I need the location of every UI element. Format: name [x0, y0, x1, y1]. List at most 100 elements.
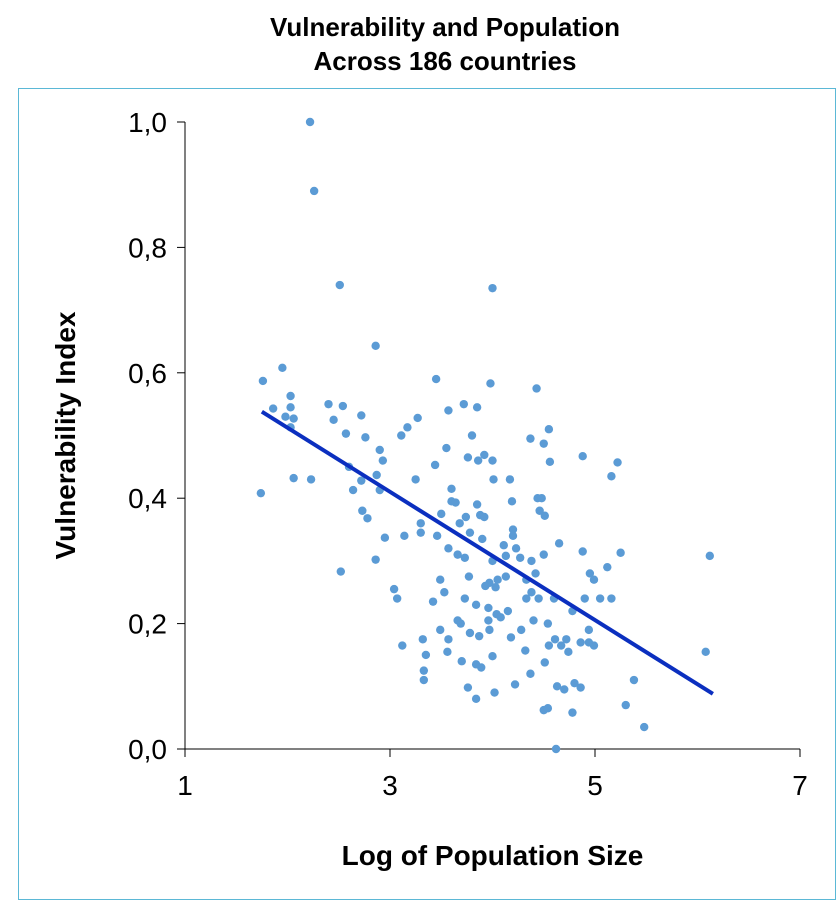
data-point	[578, 547, 587, 556]
data-point	[371, 341, 380, 351]
data-point	[511, 544, 521, 553]
data-point	[428, 597, 438, 606]
data-point	[289, 414, 298, 423]
data-point	[464, 572, 474, 581]
data-point	[371, 555, 380, 564]
data-point	[580, 594, 589, 603]
data-point	[603, 562, 612, 572]
data-point	[281, 412, 290, 421]
data-point	[491, 583, 500, 592]
data-point	[540, 658, 549, 667]
data-point	[506, 633, 516, 642]
y-tick-label: 0,2	[128, 609, 167, 640]
data-point	[418, 635, 427, 644]
data-point	[539, 550, 548, 559]
data-point	[306, 475, 316, 484]
data-point	[474, 631, 484, 641]
data-point	[539, 439, 548, 448]
data-point	[508, 525, 518, 534]
y-tick-label: 0,8	[128, 232, 167, 263]
data-point	[413, 413, 422, 423]
data-point	[484, 616, 493, 625]
data-point	[447, 484, 456, 493]
data-point	[496, 613, 505, 622]
data-point	[629, 675, 639, 685]
data-point	[503, 606, 513, 616]
data-point	[341, 429, 351, 438]
data-point	[499, 541, 508, 550]
data-point	[329, 415, 338, 425]
data-point	[480, 512, 489, 522]
data-point	[436, 625, 445, 635]
data-point	[463, 453, 473, 462]
data-point	[411, 475, 420, 484]
data-point	[584, 625, 594, 635]
data-point	[701, 647, 710, 657]
data-point	[576, 638, 585, 647]
chart-frame	[18, 88, 836, 900]
data-point	[595, 594, 605, 603]
trend-line	[260, 409, 714, 696]
data-point	[456, 619, 465, 628]
data-point	[472, 500, 482, 509]
data-point	[510, 680, 520, 689]
data-point	[517, 625, 526, 635]
data-point	[436, 575, 445, 584]
data-point	[535, 506, 544, 515]
data-point	[443, 647, 452, 657]
data-point	[455, 519, 464, 528]
chart-title-line-1: Vulnerability and Population	[269, 12, 621, 42]
data-point	[305, 117, 315, 127]
data-point	[478, 534, 487, 544]
data-point	[421, 650, 431, 660]
data-point	[440, 588, 449, 597]
data-point	[543, 619, 553, 628]
ticks: 0,0 0,2 0,4 0,6 0,8 1,0 1 3 5 7	[128, 107, 808, 801]
data-point	[621, 700, 630, 710]
data-point	[268, 404, 278, 413]
data-point	[570, 678, 579, 688]
data-point	[488, 283, 497, 293]
data-point	[444, 635, 453, 644]
data-point	[556, 641, 566, 650]
data-point	[465, 528, 475, 537]
data-point	[562, 635, 571, 644]
data-point	[471, 600, 481, 609]
data-point	[278, 363, 287, 372]
data-point	[358, 506, 367, 515]
data-point	[551, 744, 561, 754]
x-tick-label: 3	[382, 770, 398, 801]
data-point	[461, 512, 471, 522]
data-point	[453, 550, 462, 559]
data-point	[398, 641, 407, 650]
data-point	[481, 581, 490, 591]
data-point	[526, 669, 535, 678]
data-point	[361, 433, 370, 442]
x-tick-label: 7	[792, 770, 808, 801]
data-point	[521, 646, 530, 655]
data-point	[543, 704, 553, 713]
data-point	[336, 567, 345, 576]
data-point	[397, 431, 406, 440]
data-point	[444, 544, 453, 553]
data-point	[392, 594, 402, 603]
data-point	[501, 551, 511, 561]
data-point	[289, 473, 298, 483]
data-point	[607, 594, 616, 603]
data-point	[505, 475, 515, 484]
data-point	[531, 569, 540, 578]
data-point	[471, 694, 481, 704]
data-point	[527, 588, 536, 597]
data-point	[477, 663, 486, 672]
data-point	[489, 475, 498, 484]
data-point	[501, 572, 511, 581]
data-point	[552, 682, 562, 691]
data-point	[309, 186, 319, 196]
data-point	[564, 647, 573, 657]
data-point	[432, 531, 442, 541]
data-point	[459, 399, 468, 409]
data-point	[324, 399, 333, 409]
data-point	[419, 675, 429, 685]
data-point	[484, 603, 493, 613]
